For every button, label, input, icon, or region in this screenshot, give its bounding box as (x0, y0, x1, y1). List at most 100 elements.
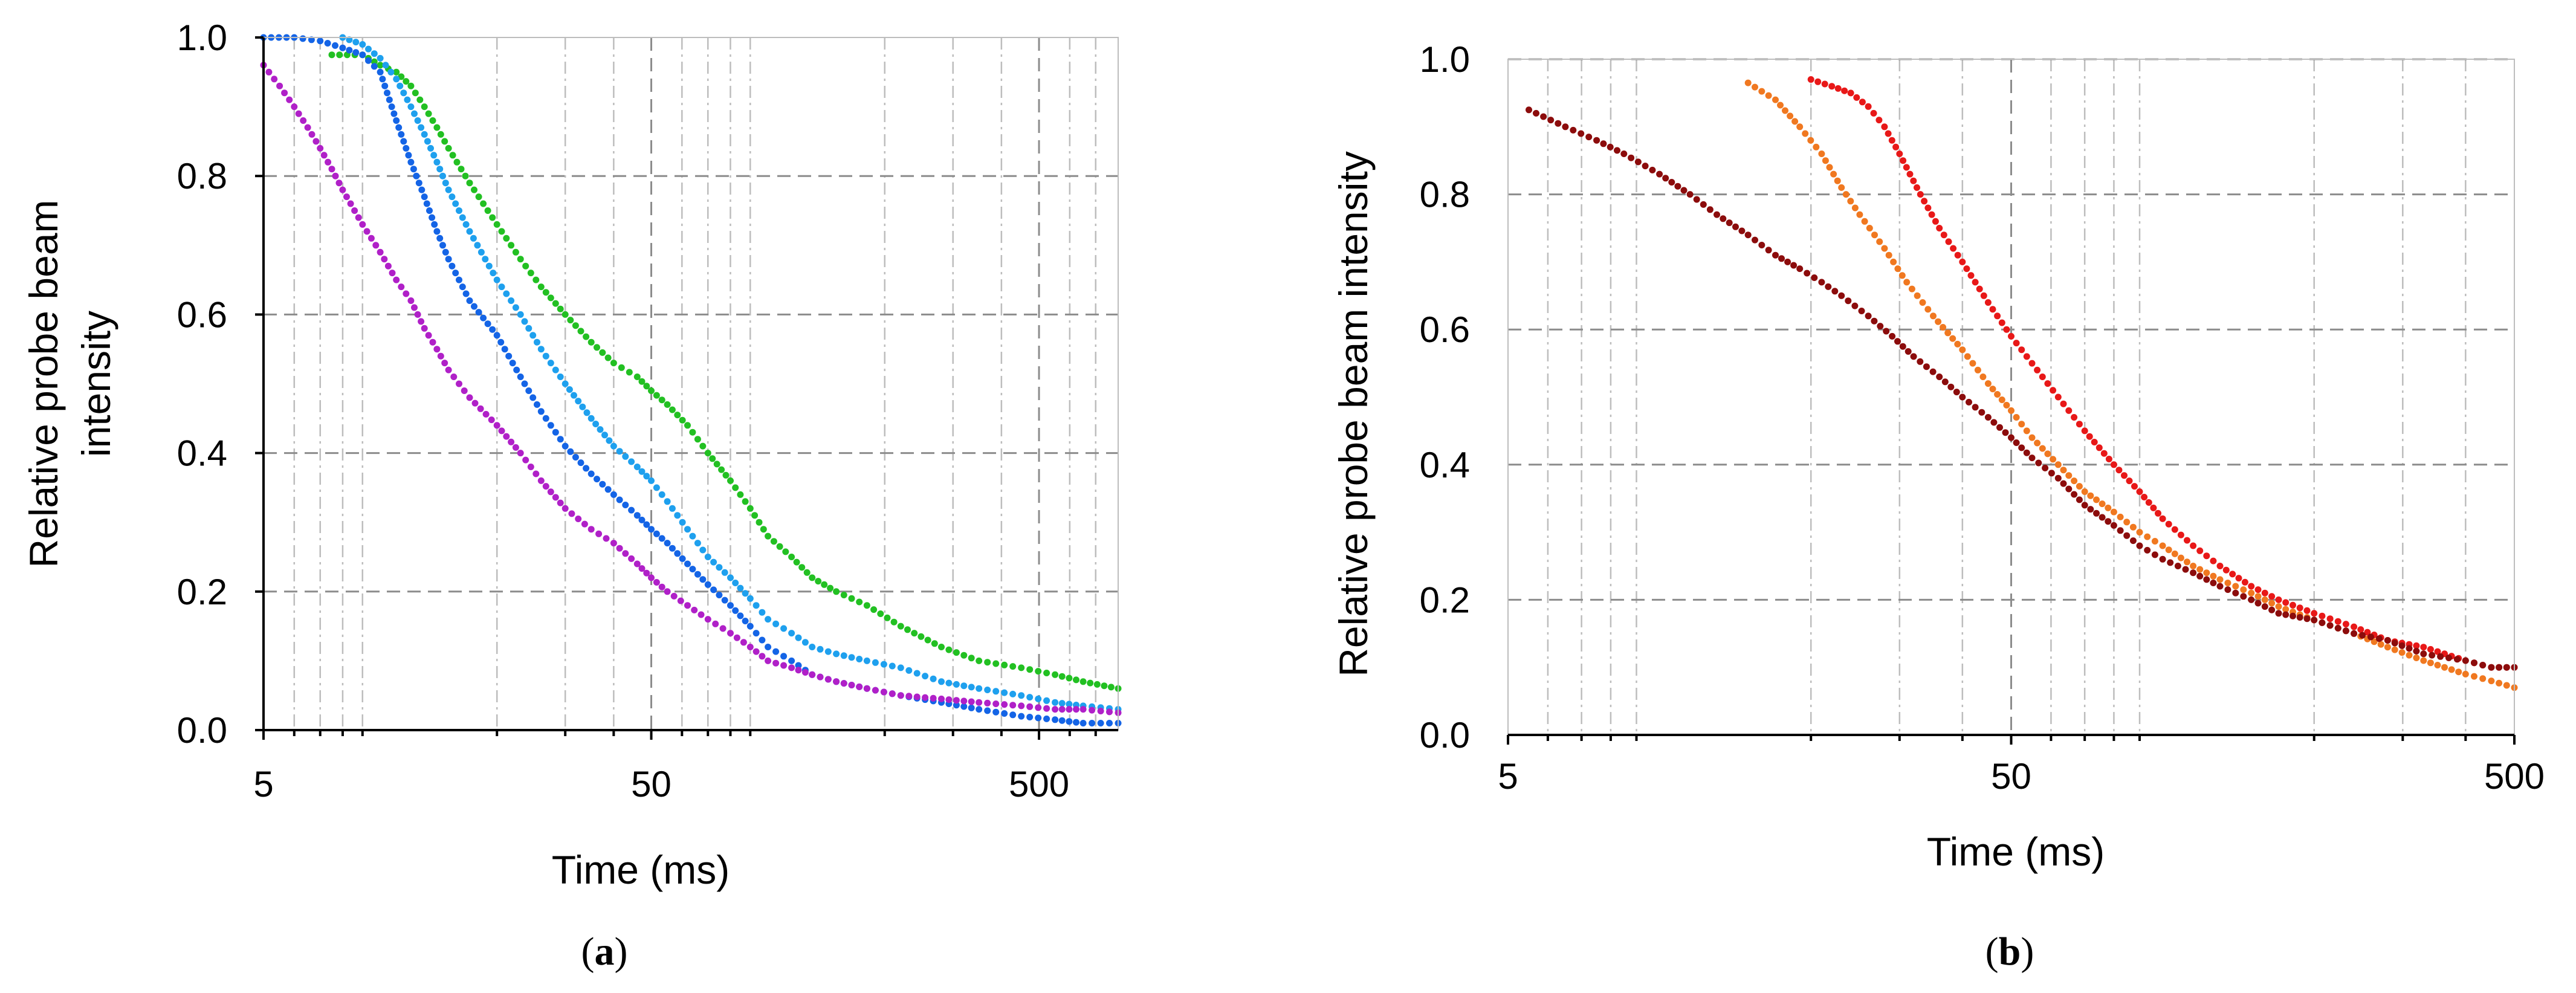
data-point (2159, 542, 2166, 549)
y-tick-label: 0.4 (177, 433, 227, 474)
data-point (2018, 346, 2025, 354)
data-point (1796, 123, 1804, 131)
data-point (740, 639, 747, 646)
data-point (2165, 520, 2172, 528)
data-point (1562, 123, 1569, 131)
data-point (759, 653, 766, 660)
data-point (363, 228, 371, 235)
series-b-1 (1807, 76, 2518, 671)
data-point (746, 623, 754, 630)
data-point (2117, 527, 2124, 534)
series-a-3 (260, 34, 1122, 726)
data-point (542, 415, 549, 422)
data-point (517, 450, 524, 457)
data-point (2028, 360, 2036, 367)
data-point (1851, 302, 1859, 309)
data-point (1984, 414, 1992, 421)
data-point (922, 694, 929, 701)
data-point (718, 466, 725, 473)
data-point (2048, 470, 2055, 477)
data-point (677, 597, 684, 604)
data-point (737, 491, 744, 498)
data-point (583, 409, 591, 416)
data-point (1001, 710, 1008, 717)
data-point (710, 586, 717, 594)
data-point (1662, 175, 1669, 182)
data-point (709, 455, 716, 462)
data-point (1885, 130, 1892, 137)
data-point (945, 696, 953, 704)
data-point (404, 96, 411, 103)
data-point (716, 564, 723, 571)
data-point (633, 374, 641, 380)
data-point (480, 200, 487, 207)
data-point (833, 650, 840, 658)
data-point (482, 256, 489, 263)
data-point (1052, 716, 1059, 723)
data-point (984, 687, 991, 693)
data-point (848, 654, 855, 661)
data-point (1700, 201, 1707, 208)
data-point (2254, 600, 2262, 607)
data-point (833, 588, 840, 595)
data-point (1964, 353, 1971, 360)
data-point (1018, 702, 1025, 710)
data-point (1923, 363, 1930, 370)
data-point (579, 403, 586, 410)
data-point (1865, 312, 1872, 320)
data-point (704, 554, 711, 560)
data-point (658, 583, 665, 590)
data-point (581, 520, 588, 528)
data-point (1998, 396, 2005, 403)
data-point (1932, 218, 1939, 225)
data-point (737, 584, 744, 592)
data-point (653, 484, 660, 491)
data-point (1009, 702, 1017, 709)
data-point (2268, 600, 2276, 607)
data-point (1978, 409, 1985, 416)
data-point (2503, 664, 2510, 671)
data-point (2013, 340, 2020, 347)
data-point (346, 47, 353, 54)
data-point (416, 96, 424, 103)
data-point (410, 166, 417, 173)
data-point (1001, 661, 1008, 668)
data-point (664, 588, 671, 595)
data-point (2184, 537, 2190, 544)
data-point (2290, 612, 2296, 619)
data-point (1917, 191, 1924, 198)
data-point (2334, 618, 2341, 625)
data-point (471, 399, 479, 407)
data-point (1043, 697, 1050, 704)
data-point (1936, 225, 1943, 231)
data-point (503, 235, 510, 242)
data-point (512, 248, 519, 256)
data-point (953, 681, 960, 688)
data-point (2093, 509, 2100, 517)
data-point (1989, 306, 1996, 313)
data-point (299, 35, 306, 42)
data-point (1813, 143, 1820, 150)
x-axis-title-a: Time (ms) (552, 847, 730, 892)
data-point (304, 124, 311, 131)
data-point (992, 660, 1000, 667)
data-point (1668, 179, 1675, 186)
data-point (1984, 299, 1992, 306)
data-point (1043, 705, 1050, 712)
data-point (863, 602, 870, 609)
data-point (1634, 158, 1642, 166)
data-point (1073, 719, 1079, 726)
data-point (1976, 285, 1983, 293)
data-point (648, 574, 655, 581)
data-point (1744, 79, 1752, 86)
data-point (684, 422, 691, 429)
data-point (489, 214, 496, 221)
data-point (945, 646, 953, 653)
data-point (445, 186, 452, 193)
data-point (1950, 245, 1957, 252)
data-point (2151, 538, 2158, 545)
data-point (1001, 701, 1008, 708)
data-point (710, 558, 717, 566)
data-point (433, 346, 441, 353)
data-point (2268, 606, 2276, 613)
